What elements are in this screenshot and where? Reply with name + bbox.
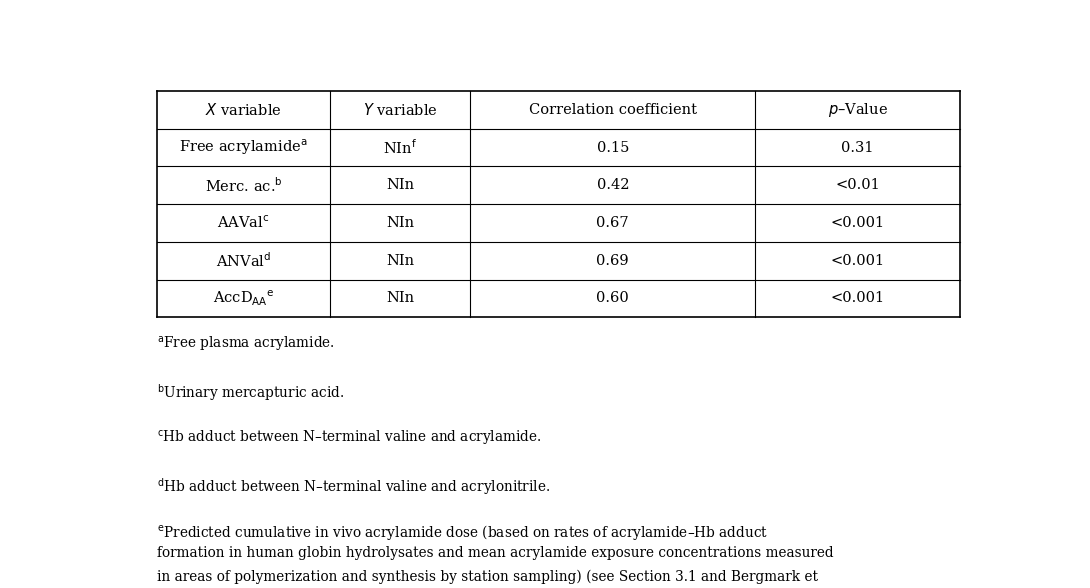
Text: AAVal$^{\rm c}$: AAVal$^{\rm c}$ [217, 215, 270, 231]
Text: 0.42: 0.42 [596, 178, 629, 192]
Text: $\it{Y}$ variable: $\it{Y}$ variable [363, 102, 437, 118]
Text: $\it{p}$–Value: $\it{p}$–Value [827, 101, 887, 119]
Text: Correlation coefficient: Correlation coefficient [529, 103, 697, 117]
Text: 0.67: 0.67 [596, 216, 629, 230]
Text: <0.001: <0.001 [831, 292, 885, 305]
Text: NIn$^{\rm f}$: NIn$^{\rm f}$ [383, 138, 417, 157]
Text: <0.001: <0.001 [831, 253, 885, 268]
Text: <0.001: <0.001 [831, 216, 885, 230]
Text: $^{\rm d}$Hb adduct between N–terminal valine and acrylonitrile.: $^{\rm d}$Hb adduct between N–terminal v… [157, 476, 550, 497]
Text: formation in human globin hydrolysates and mean acrylamide exposure concentratio: formation in human globin hydrolysates a… [157, 546, 834, 560]
Text: 0.60: 0.60 [596, 292, 629, 305]
Text: NIn: NIn [386, 216, 414, 230]
Text: 0.69: 0.69 [596, 253, 629, 268]
Text: $^{\rm a}$Free plasma acrylamide.: $^{\rm a}$Free plasma acrylamide. [157, 335, 336, 353]
Text: $^{\rm e}$Predicted cumulative in vivo acrylamide dose (based on rates of acryla: $^{\rm e}$Predicted cumulative in vivo a… [157, 523, 768, 542]
Text: Merc. ac.$^{\rm b}$: Merc. ac.$^{\rm b}$ [205, 176, 282, 195]
Text: AccD$_{\rm AA}$$^{\rm e}$: AccD$_{\rm AA}$$^{\rm e}$ [213, 289, 275, 308]
Text: NIn: NIn [386, 253, 414, 268]
Text: NIn: NIn [386, 292, 414, 305]
Text: in areas of polymerization and synthesis by station sampling) (see Section 3.1 a: in areas of polymerization and synthesis… [157, 570, 819, 584]
Text: $^{\rm b}$Urinary mercapturic acid.: $^{\rm b}$Urinary mercapturic acid. [157, 382, 344, 403]
Text: 0.31: 0.31 [841, 141, 874, 155]
Text: NIn: NIn [386, 178, 414, 192]
Text: ⁠$\it{X}$ variable: ⁠$\it{X}$ variable [205, 102, 282, 118]
Text: Free acrylamide$^{\rm a}$: Free acrylamide$^{\rm a}$ [179, 138, 308, 158]
Text: ANVal$^{\rm d}$: ANVal$^{\rm d}$ [216, 251, 271, 270]
Text: 0.15: 0.15 [596, 141, 629, 155]
Text: <0.01: <0.01 [835, 178, 880, 192]
Text: $^{\rm c}$Hb adduct between N–terminal valine and acrylamide.: $^{\rm c}$Hb adduct between N–terminal v… [157, 429, 542, 447]
